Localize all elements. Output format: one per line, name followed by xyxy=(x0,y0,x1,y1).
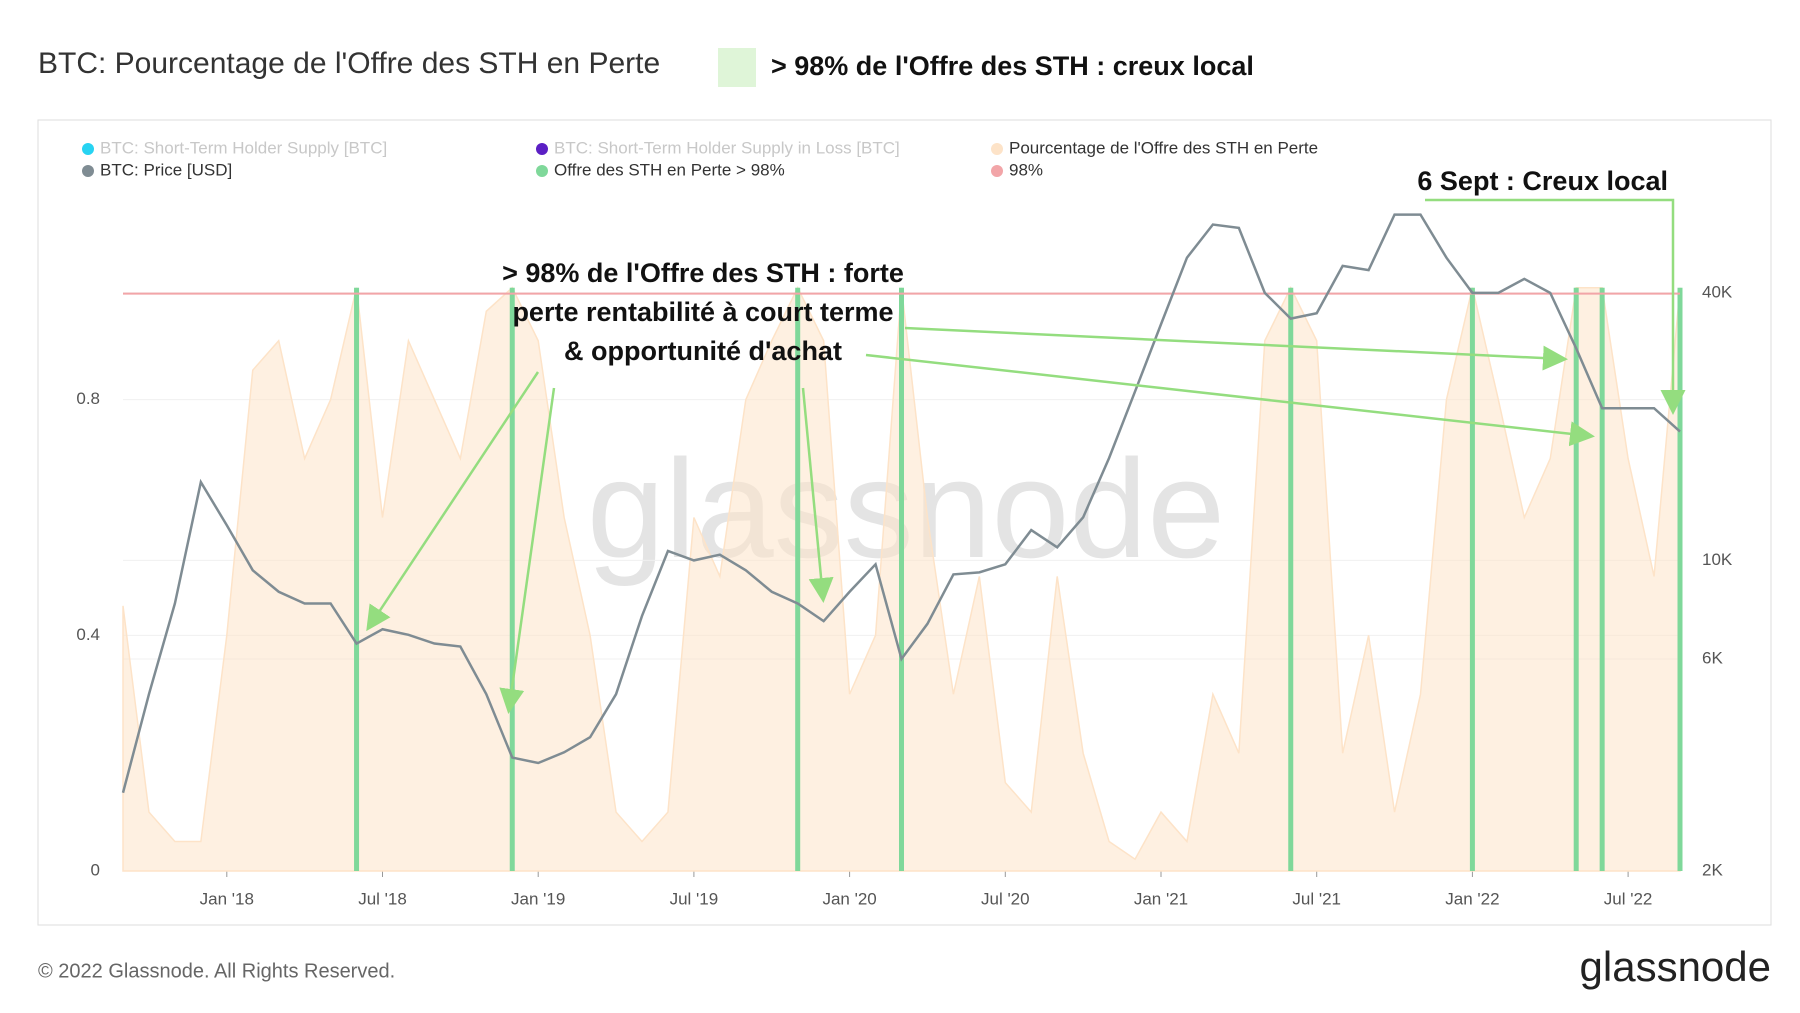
chart-frame xyxy=(37,119,1772,926)
legend-label: Offre des STH en Perte > 98% xyxy=(554,160,785,179)
legend-swatch xyxy=(536,143,548,155)
loss-bar xyxy=(1599,287,1605,872)
loss-bar xyxy=(795,287,801,872)
legend-label: BTC: Short-Term Holder Supply in Loss [B… xyxy=(554,138,900,157)
loss-bar xyxy=(1288,287,1294,872)
arrow xyxy=(904,326,1568,371)
arrow xyxy=(366,371,540,632)
legend-swatch xyxy=(82,143,94,155)
legend-swatch xyxy=(991,143,1003,155)
y-tick-label: 0.4 xyxy=(76,625,100,644)
arrow xyxy=(499,387,556,714)
legend-label: Pourcentage de l'Offre des STH en Perte xyxy=(1009,138,1318,157)
loss-bar xyxy=(1573,287,1579,872)
legend-swatch xyxy=(991,165,1003,177)
loss-bar xyxy=(354,287,360,872)
copyright: © 2022 Glassnode. All Rights Reserved. xyxy=(38,960,395,982)
legend-swatch xyxy=(82,165,94,177)
chart-title: BTC: Pourcentage de l'Offre des STH en P… xyxy=(38,47,660,80)
y-tick-label: 0.8 xyxy=(76,389,100,408)
arrow xyxy=(801,387,834,603)
loss-bar xyxy=(899,287,904,872)
y-tick-label: 0 xyxy=(91,860,100,879)
annotation: perte rentabilité à court terme xyxy=(512,297,893,327)
title-note: > 98% de l'Offre des STH : creux local xyxy=(771,51,1254,81)
annotation: & opportunité d'achat xyxy=(564,336,842,366)
x-tick-label: Jul '20 xyxy=(981,889,1030,908)
x-tick-label: Jan '19 xyxy=(511,889,565,908)
legend-label: BTC: Short-Term Holder Supply [BTC] xyxy=(100,138,387,157)
x-tick-label: Jan '21 xyxy=(1134,889,1188,908)
y2-tick-label: 2K xyxy=(1702,860,1723,879)
y2-tick-label: 40K xyxy=(1702,282,1733,301)
annotation: > 98% de l'Offre des STH : forte xyxy=(502,258,904,288)
x-tick-label: Jan '20 xyxy=(822,889,876,908)
loss-bar xyxy=(509,287,515,872)
legend-label: 98% xyxy=(1009,160,1043,179)
legend-label: BTC: Price [USD] xyxy=(100,160,232,179)
arrow xyxy=(865,353,1595,447)
loss-bar xyxy=(1469,287,1475,872)
x-tick-label: Jul '19 xyxy=(670,889,719,908)
loss-bar xyxy=(1677,287,1683,872)
arrow xyxy=(1425,198,1686,415)
y2-tick-label: 10K xyxy=(1702,550,1733,569)
legend-swatch xyxy=(536,165,548,177)
x-tick-label: Jul '22 xyxy=(1604,889,1653,908)
annotation: 6 Sept : Creux local xyxy=(1417,166,1668,196)
x-tick-label: Jan '22 xyxy=(1445,889,1499,908)
x-tick-label: Jan '18 xyxy=(200,889,254,908)
y2-tick-label: 6K xyxy=(1702,648,1723,667)
x-tick-label: Jul '21 xyxy=(1292,889,1341,908)
logo: glassnode xyxy=(1580,943,1771,990)
x-tick-label: Jul '18 xyxy=(358,889,407,908)
title-note-swatch xyxy=(718,48,756,87)
annotation-arrows xyxy=(366,198,1686,714)
